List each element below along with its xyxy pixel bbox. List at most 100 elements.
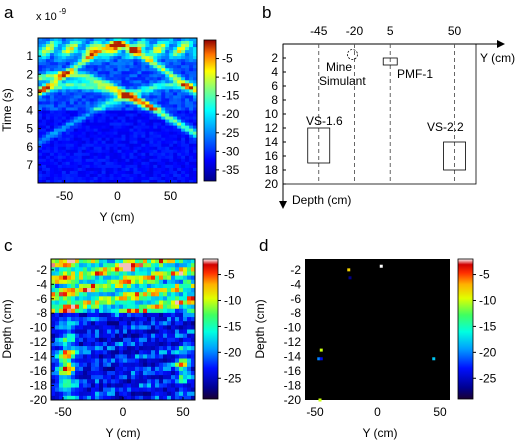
heatmap-cell (53, 101, 59, 105)
heatmap-cell (171, 267, 176, 272)
heatmap-cell (119, 292, 124, 297)
heatmap-cell (155, 387, 160, 393)
heatmap-cell (171, 391, 176, 397)
heatmap-cell (95, 329, 100, 335)
heatmap-cell (181, 134, 186, 139)
heatmap-cell (109, 125, 114, 130)
heatmap-cell (57, 179, 63, 184)
colorbar-tick-label: -35 (222, 163, 240, 177)
heatmap-cell (125, 131, 130, 136)
heatmap-cell (81, 119, 87, 123)
heatmap-cell (85, 62, 91, 66)
heatmap-cell (81, 89, 87, 93)
heatmap-cell (91, 375, 96, 380)
heatmap-cell (111, 341, 116, 347)
heatmap-cell (193, 107, 198, 111)
heatmap-cell (103, 308, 108, 314)
heatmap-cell (119, 337, 124, 343)
heatmap-cell (141, 179, 146, 184)
heatmap-cell (101, 44, 106, 48)
heatmap-cell (107, 259, 112, 264)
heatmap-cell (89, 86, 95, 90)
heatmap-cell (147, 259, 152, 264)
heatmap-cell (113, 146, 118, 151)
heatmap-cell (189, 86, 194, 90)
heatmap-cell (155, 321, 160, 326)
heatmap-cell (169, 92, 174, 96)
heatmap-cell (105, 128, 110, 133)
heatmap-cell (145, 101, 150, 105)
heatmap-cell (67, 325, 72, 330)
heatmap-cell (57, 101, 63, 105)
heatmap-cell (189, 104, 194, 108)
heatmap-cell (129, 44, 134, 48)
heatmap-cell (109, 110, 114, 114)
heatmap-cell (69, 158, 75, 163)
heatmap-cell (38, 62, 43, 66)
heatmap-cell (103, 329, 108, 335)
heatmap-cell (173, 50, 178, 54)
heatmap-cell (61, 128, 67, 133)
heatmap-cell (145, 77, 150, 81)
heatmap-cell (51, 304, 56, 310)
heatmap-cell (83, 308, 88, 314)
heatmap-cell (137, 92, 142, 96)
heatmap-cell (51, 370, 56, 376)
heatmap-cell (139, 304, 144, 310)
heatmap-cell (97, 59, 102, 63)
heatmap-cell (63, 292, 68, 297)
heatmap-cell (183, 333, 188, 339)
heatmap-cell (109, 167, 114, 172)
heatmap-cell (109, 98, 114, 102)
heatmap-cell (127, 308, 132, 314)
heatmap-cell (75, 267, 80, 272)
heatmap-cell (77, 176, 83, 181)
heatmap-cell (93, 86, 99, 90)
heatmap-cell (175, 366, 180, 372)
heatmap-cell (59, 350, 64, 355)
heatmap-cell (71, 279, 76, 285)
heatmap-cell (183, 304, 188, 310)
heatmap-cell (147, 358, 152, 364)
heatmap-cell (61, 122, 67, 127)
heatmap-cell (127, 279, 132, 285)
heatmap-cell (191, 267, 196, 272)
heatmap-cell (125, 137, 130, 142)
heatmap-cell (169, 158, 174, 163)
heatmap-cell (73, 56, 79, 60)
heatmap-cell (75, 317, 80, 322)
heatmap-cell (83, 362, 88, 368)
heatmap-cell (107, 296, 112, 301)
heatmap-cell (111, 383, 116, 388)
heatmap-cell (149, 65, 154, 69)
scatter-point (348, 276, 352, 280)
heatmap-cell (53, 116, 59, 120)
heatmap-cell (59, 362, 64, 368)
heatmap-cell (119, 375, 124, 380)
heatmap-cell (53, 77, 59, 81)
heatmap-cell (69, 125, 75, 130)
heatmap-cell (153, 65, 158, 69)
heatmap-cell (105, 83, 110, 87)
heatmap-cell (133, 71, 138, 75)
heatmap-cell (99, 362, 104, 368)
heatmap-cell (63, 288, 68, 293)
heatmap-cell (71, 317, 76, 322)
heatmap-cell (93, 143, 99, 148)
heatmap-cell (85, 158, 91, 163)
heatmap-cell (187, 304, 192, 310)
heatmap-cell (105, 158, 110, 163)
heatmap-cell (51, 321, 56, 326)
heatmap-cell (38, 77, 43, 81)
heatmap-cell (85, 143, 91, 148)
heatmap-cell (151, 375, 156, 380)
heatmap-cell (157, 74, 162, 78)
heatmap-cell (65, 107, 71, 111)
heatmap-cell (139, 333, 144, 339)
heatmap-cell (181, 110, 186, 114)
heatmap-cell (193, 80, 198, 84)
heatmap-cell (49, 161, 55, 166)
label-vs22: VS-2.2 (427, 120, 464, 134)
heatmap-cell (179, 288, 184, 293)
heatmap-cell (167, 329, 172, 335)
